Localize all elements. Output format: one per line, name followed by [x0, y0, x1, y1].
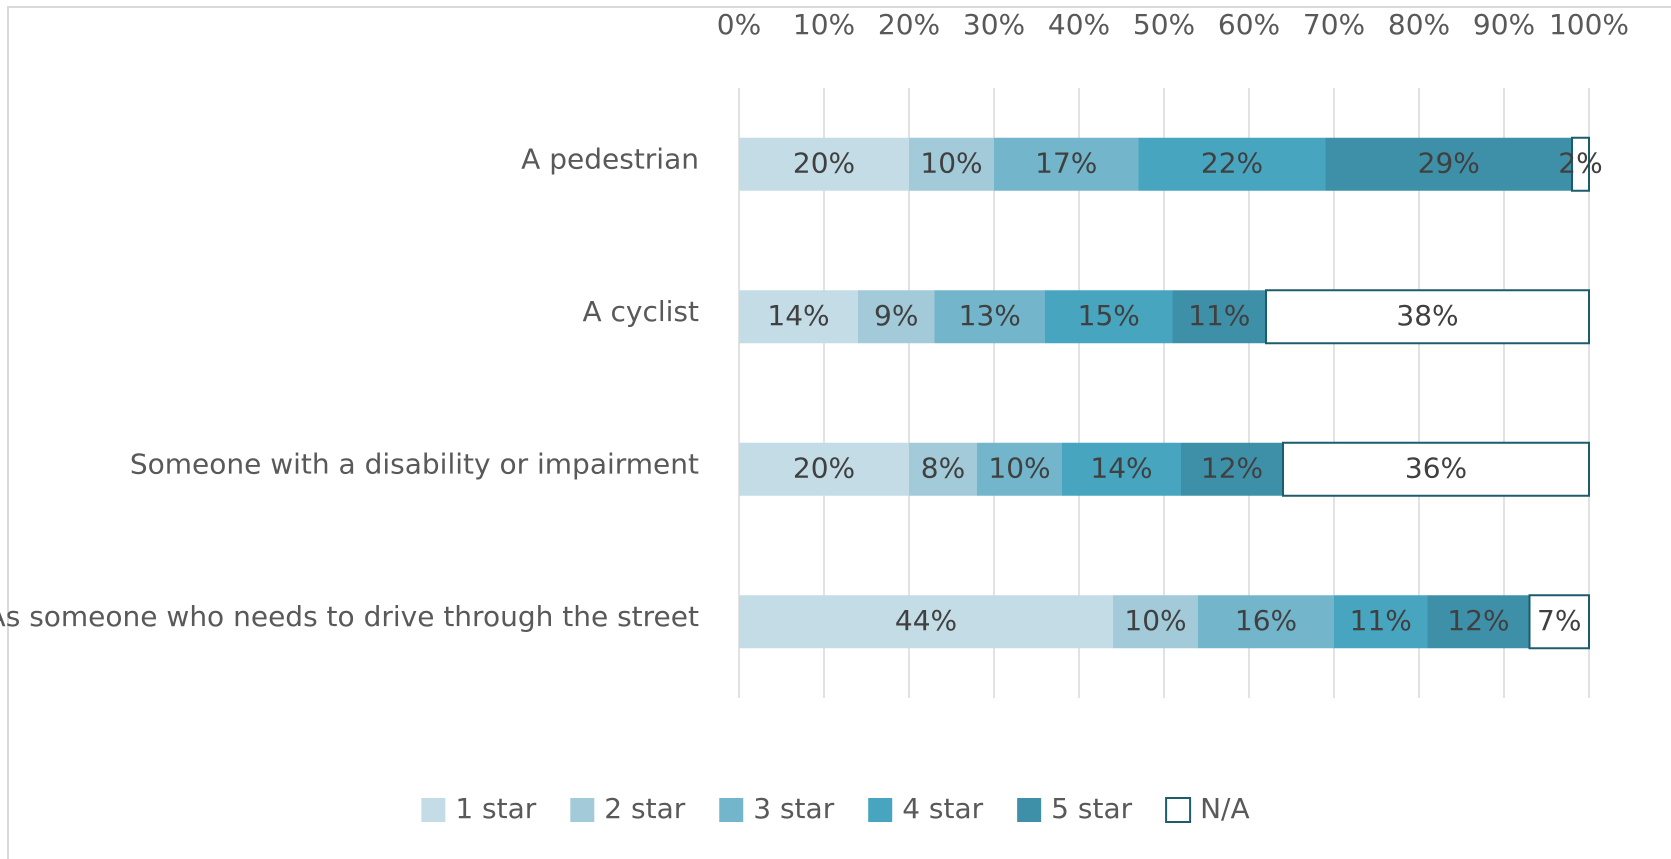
legend-swatch: [719, 798, 744, 822]
category-label: A cyclist: [582, 295, 699, 328]
bar-segment: [739, 442, 909, 496]
data-label: 2%: [1558, 146, 1602, 179]
data-label: 12%: [1201, 451, 1263, 484]
bar-segment: [1571, 136, 1590, 192]
data-label: 17%: [1035, 146, 1097, 179]
x-tick-label: 60%: [1218, 8, 1280, 41]
data-label: 8%: [921, 451, 965, 484]
x-tick-label: 50%: [1133, 8, 1195, 41]
data-label: 14%: [1090, 451, 1152, 484]
data-label: 15%: [1078, 299, 1140, 332]
data-label: 36%: [1405, 451, 1467, 484]
bar-segment: [1113, 595, 1198, 649]
bar-segment: [1427, 595, 1530, 649]
data-label: 13%: [959, 299, 1021, 332]
bar-segment: [1334, 595, 1428, 649]
chart-frame: [7, 6, 1671, 859]
x-tick-label: 100%: [1549, 8, 1629, 41]
legend-swatch: [868, 798, 893, 822]
data-label: 20%: [793, 451, 855, 484]
data-label: 11%: [1350, 604, 1412, 637]
data-label: 16%: [1235, 604, 1297, 637]
bar-segment: [858, 290, 935, 344]
bar-segment: [1265, 289, 1590, 345]
bar-segment: [739, 290, 858, 344]
legend-label: N/A: [1200, 792, 1250, 825]
data-label: 10%: [920, 146, 982, 179]
x-tick-label: 10%: [793, 8, 855, 41]
data-label: 20%: [793, 146, 855, 179]
bar-segment: [739, 137, 909, 191]
x-tick-label: 0%: [717, 8, 761, 41]
data-label: 10%: [988, 451, 1050, 484]
data-label: 12%: [1447, 604, 1509, 637]
bar-segment: [909, 137, 994, 191]
legend-label: 4 star: [902, 792, 983, 825]
bar-segment: [1282, 441, 1590, 497]
bar-segment: [934, 290, 1045, 344]
bar-segment: [994, 137, 1139, 191]
data-label: 9%: [874, 299, 918, 332]
data-label: 7%: [1537, 604, 1581, 637]
legend-label: 5 star: [1051, 792, 1132, 825]
bar-segment: [1172, 290, 1266, 344]
category-label: Someone with a disability or impairment: [130, 447, 699, 480]
legend-label: 1 star: [455, 792, 536, 825]
x-tick-label: 70%: [1303, 8, 1365, 41]
data-label: 29%: [1418, 146, 1480, 179]
bar-segment: [909, 442, 977, 496]
bar-segment: [739, 595, 1113, 649]
bar-segment: [977, 442, 1062, 496]
data-label: 38%: [1396, 299, 1458, 332]
legend-swatch: [421, 798, 446, 822]
legend-swatch: [1017, 798, 1042, 822]
data-label: 11%: [1188, 299, 1250, 332]
data-label: 44%: [895, 604, 957, 637]
category-label: A pedestrian: [521, 142, 699, 175]
x-tick-label: 80%: [1388, 8, 1450, 41]
bar-segment: [1181, 442, 1283, 496]
bar-segment: [1062, 442, 1181, 496]
bar-segment: [1138, 137, 1326, 191]
x-tick-label: 40%: [1048, 8, 1110, 41]
bar-segment: [1045, 290, 1173, 344]
data-label: 22%: [1201, 146, 1263, 179]
legend-swatch: [1165, 797, 1192, 823]
category-label: As someone who needs to drive through th…: [0, 600, 699, 633]
bar-segment: [1325, 137, 1572, 191]
bar-segment: [1198, 595, 1334, 649]
data-label: 14%: [767, 299, 829, 332]
x-tick-label: 20%: [878, 8, 940, 41]
legend-label: 3 star: [753, 792, 834, 825]
x-tick-label: 30%: [963, 8, 1025, 41]
legend-swatch: [570, 798, 595, 822]
legend-label: 2 star: [604, 792, 685, 825]
bar-segment: [1528, 594, 1590, 650]
x-tick-label: 90%: [1473, 8, 1535, 41]
data-label: 10%: [1124, 604, 1186, 637]
